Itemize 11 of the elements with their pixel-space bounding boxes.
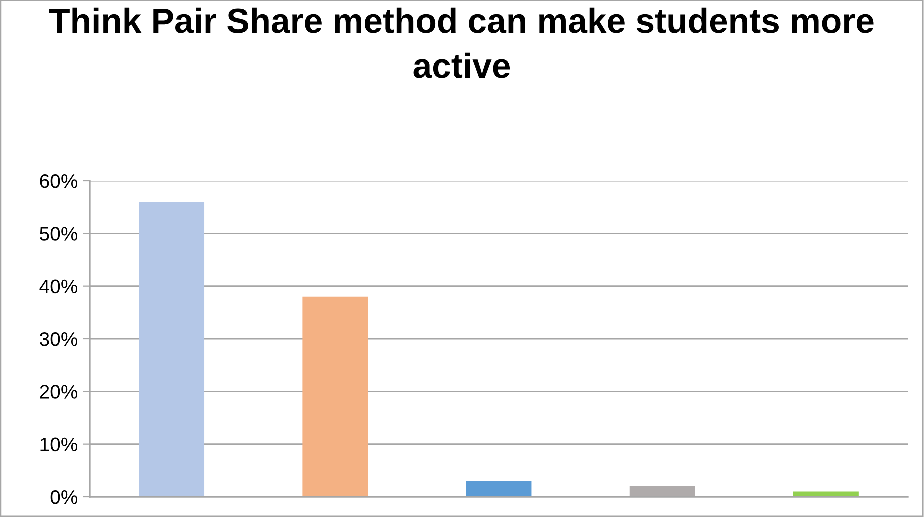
y-tick-label: 10% — [40, 438, 78, 452]
y-tick-label: 0% — [50, 490, 78, 504]
bar — [302, 296, 368, 497]
y-tick-label: 60% — [40, 174, 78, 188]
y-tick-label: 20% — [40, 385, 78, 399]
bar — [139, 202, 205, 497]
y-tick-label: 30% — [40, 332, 78, 346]
chart-title: Think Pair Share method can make students more active — [49, 8, 874, 78]
y-tick-label: 40% — [40, 280, 78, 294]
bar — [466, 481, 532, 497]
y-tick-label: 50% — [40, 227, 78, 241]
